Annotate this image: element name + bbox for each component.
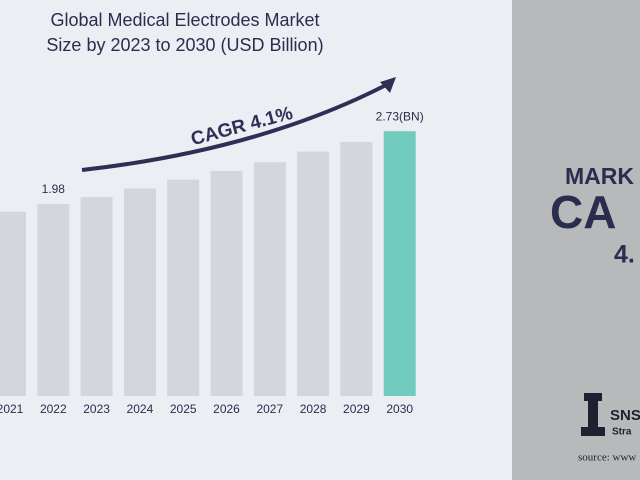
source: source: www <box>578 452 636 464</box>
x-tick-label: 2025 <box>170 402 197 416</box>
x-tick-label: 2029 <box>343 402 370 416</box>
x-tick-label: 2024 <box>127 402 154 416</box>
x-tick-label: 2028 <box>300 402 327 416</box>
bar <box>37 203 70 396</box>
bar <box>253 162 286 396</box>
bar <box>123 188 156 396</box>
panel-text: MARK <box>565 163 634 189</box>
logo-subtext: Stra <box>612 427 632 438</box>
x-tick-label: 2027 <box>256 402 283 416</box>
value-label: 2.73(BN) <box>376 109 424 123</box>
side-panel <box>512 0 640 480</box>
x-tick-label: 2026 <box>213 402 240 416</box>
panel-text: 4. <box>614 241 635 269</box>
x-tick-label: 2023 <box>83 402 110 416</box>
bar <box>167 179 200 396</box>
chart-title: Global Medical Electrodes Market <box>50 10 319 30</box>
x-tick-label: 2030 <box>386 402 413 416</box>
bar <box>0 211 26 396</box>
bar <box>210 170 243 396</box>
chart-title: Size by 2023 to 2030 (USD Billion) <box>46 35 323 55</box>
x-tick-label: 2022 <box>40 402 67 416</box>
bar <box>383 131 416 396</box>
value-label: 1.98 <box>42 182 66 196</box>
cagr-arrow <box>81 82 389 172</box>
bar <box>80 197 113 396</box>
x-tick-label: 2021 <box>0 402 24 416</box>
logo-text: SNS <box>610 407 640 424</box>
bar <box>340 141 373 396</box>
arrow-head <box>380 77 396 93</box>
bar <box>297 151 330 396</box>
panel-text: CA <box>550 186 616 238</box>
logo-icon <box>581 393 605 436</box>
